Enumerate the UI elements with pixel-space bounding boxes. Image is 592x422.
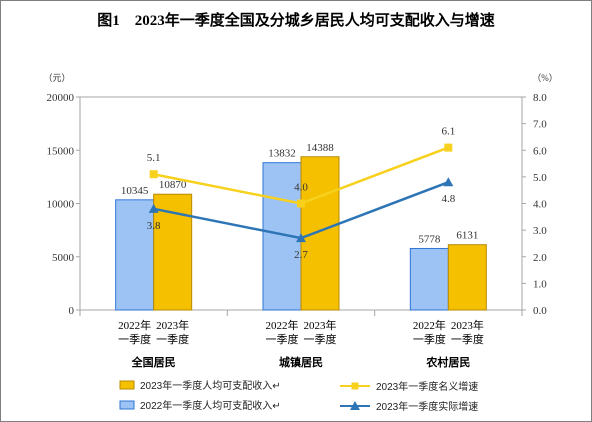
x-sub-label-year-2022: 2022年 [118,318,151,332]
y-left-unit-label: （元） [43,73,70,83]
y-right-tick-label: 8.0 [533,92,547,104]
x-sub-label-quarter: 一季度 [118,332,151,346]
x-sub-label-year-2023: 2023年 [156,318,189,332]
y-left-tick-label: 20000 [47,92,75,104]
y-left-tick-label: 0 [69,305,75,317]
y-left-tick-label: 5000 [52,252,75,264]
legend-bar-swatch [119,380,135,390]
bar-data-label: 10345 [121,185,149,197]
chart-title: 图1 2023年一季度全国及分城乡居民人均可支配收入与增速 [97,13,495,29]
x-sub-label-quarter: 一季度 [304,332,337,346]
y-right-unit-label: （%） [532,73,558,83]
y-right-tick-label: 6.0 [533,145,547,157]
bar-data-label: 13832 [268,148,296,160]
x-sub-label-year-2022: 2022年 [413,318,446,332]
y-right-tick-label: 1.0 [533,278,547,290]
x-sub-label-quarter: 一季度 [413,332,446,346]
bar-2022 [115,199,155,311]
x-category-label: 城镇居民 [279,355,323,369]
legend-marker-triangle [350,401,360,410]
line-marker-triangle [296,233,306,243]
line-marker-square [297,199,305,208]
legend-marker-square [351,382,359,390]
line-marker-square [149,170,158,179]
bar-data-label: 6131 [456,230,478,242]
y-left-tick-label: 10000 [47,199,75,211]
y-left-tick-label: 15000 [47,145,75,157]
x-sub-label-year-2023: 2023年 [304,318,337,332]
legend-bar-label: 2023年一季度人均可支配收入↵ [140,379,281,392]
legend-line-label: 2023年一季度实际增速 [376,400,478,413]
line-data-label: 3.8 [147,220,161,232]
y-right-tick-label: 7.0 [533,119,547,131]
legend-line-label: 2023年一季度名义增速 [376,380,478,393]
line-data-label: 2.7 [294,249,308,261]
line-marker-triangle [148,203,159,213]
y-right-tick-label: 5.0 [533,172,547,184]
y-right-tick-label: 3.0 [533,225,547,237]
x-category-label: 农村居民 [425,355,470,369]
line-data-label: 4.0 [294,182,308,194]
legend-bar-label: 2022年一季度人均可支配收入↵ [140,399,281,412]
bar-2023 [447,244,487,311]
bar-data-label: 14388 [306,142,334,154]
y-right-tick-label: 4.0 [533,199,547,211]
line-data-label: 5.1 [147,152,161,164]
x-sub-label-quarter: 一季度 [451,332,484,346]
bar-data-label: 10870 [159,179,187,191]
line-data-label: 4.8 [441,193,455,205]
bar-2023 [300,156,340,311]
line-marker-triangle [443,177,454,187]
x-sub-label-quarter: 一季度 [156,332,189,346]
x-sub-label-year-2022: 2022年 [266,318,299,332]
x-category-label: 全国居民 [131,355,176,369]
bar-data-label: 5778 [418,233,441,245]
bar-2022 [409,247,449,311]
line-marker-square [444,143,453,152]
legend-bar-swatch [119,400,135,410]
x-sub-label-quarter: 一季度 [266,332,299,346]
line-data-label: 6.1 [441,126,455,138]
x-sub-label-year-2023: 2023年 [451,318,484,332]
y-right-tick-label: 2.0 [533,252,547,264]
y-right-tick-label: 0.0 [533,305,547,317]
